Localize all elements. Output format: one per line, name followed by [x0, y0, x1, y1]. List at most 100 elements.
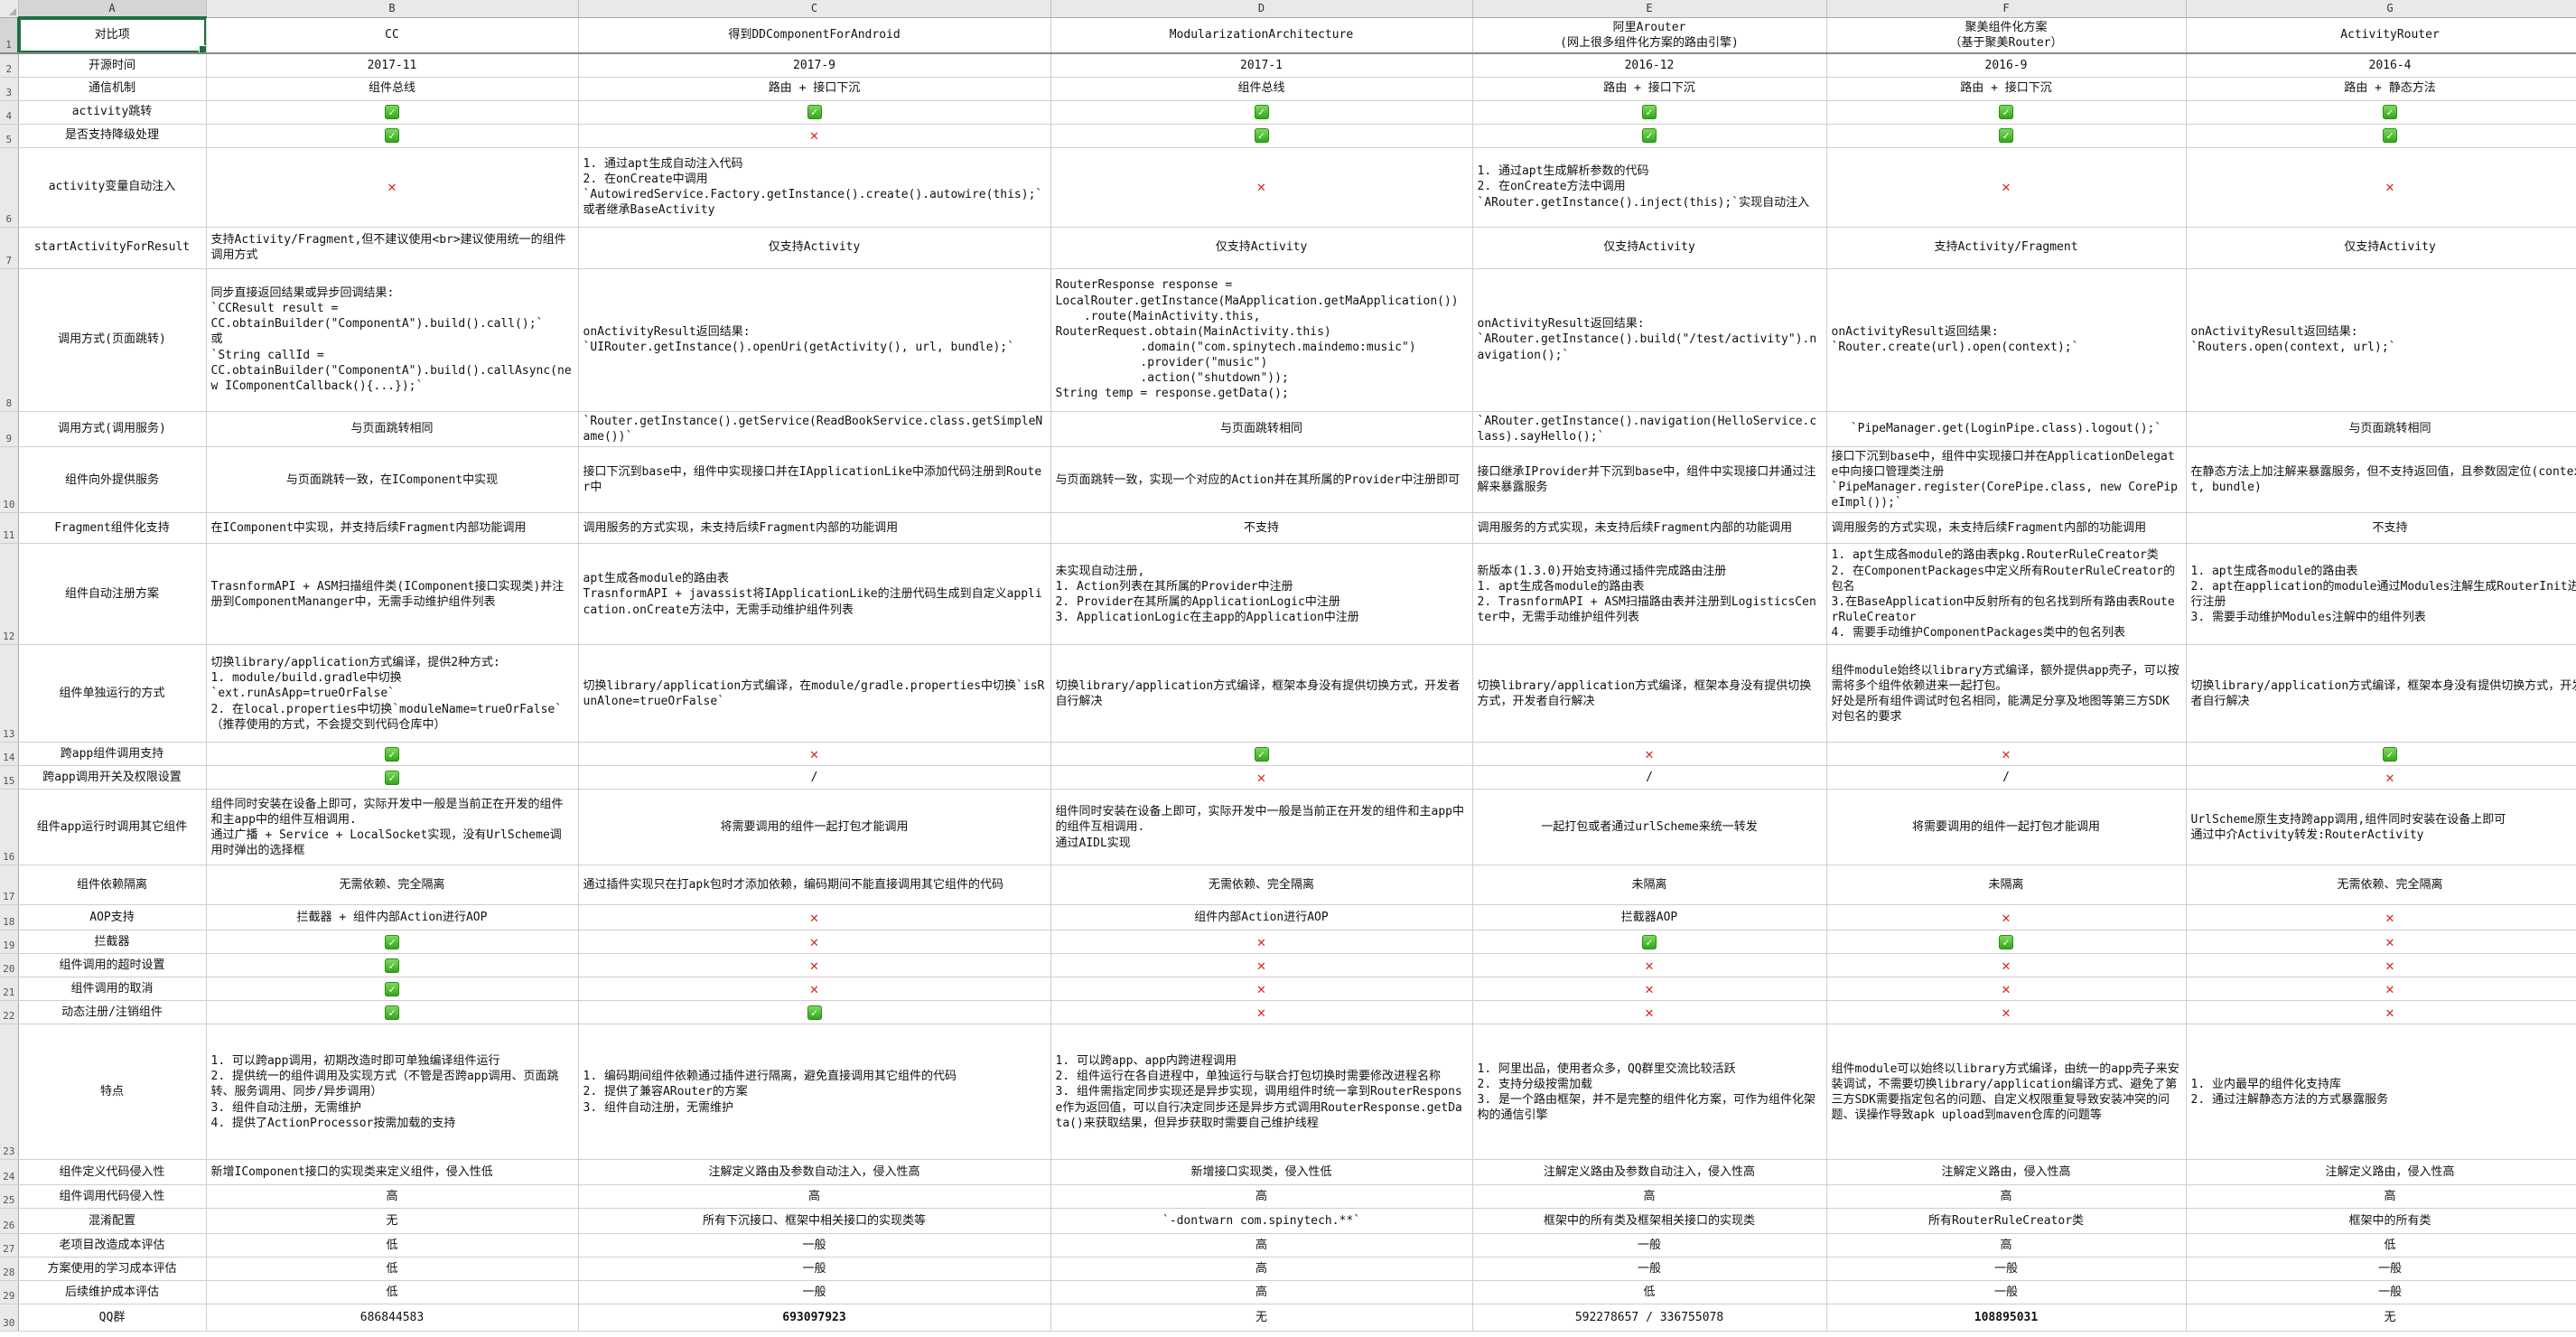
row-header-11[interactable]: 11 — [0, 512, 19, 545]
cell-B25[interactable]: 高 — [206, 1184, 579, 1210]
cell-A4[interactable]: activity跳转 — [18, 100, 207, 125]
cell-D4[interactable]: ✓ — [1050, 100, 1473, 125]
column-header-G[interactable]: G — [2186, 0, 2576, 18]
row-header-1[interactable]: 1 — [0, 17, 19, 54]
cell-F28[interactable]: 一般 — [1826, 1257, 2187, 1282]
cell-B12[interactable]: TrasnformAPI + ASM扫描组件类(IComponent接口实现类)… — [206, 543, 579, 646]
row-header-17[interactable]: 17 — [0, 865, 19, 906]
row-header-4[interactable]: 4 — [0, 100, 19, 125]
cell-A15[interactable]: 跨app调用开关及权限设置 — [18, 765, 207, 790]
cell-D5[interactable]: ✓ — [1050, 124, 1473, 148]
cell-F15[interactable]: / — [1826, 765, 2187, 790]
cell-B7[interactable]: 支持Activity/Fragment,但不建议使用<br>建议使用统一的组件调… — [206, 227, 579, 269]
row-header-18[interactable]: 18 — [0, 904, 19, 931]
cell-E16[interactable]: 一起打包或者通过urlScheme来统一转发 — [1472, 789, 1827, 866]
cell-C10[interactable]: 接口下沉到base中，组件中实现接口并在IApplicationLike中添加代… — [578, 446, 1051, 514]
cell-D9[interactable]: 与页面跳转相同 — [1050, 411, 1473, 447]
cell-A16[interactable]: 组件app运行时调用其它组件 — [18, 789, 207, 866]
cell-C7[interactable]: 仅支持Activity — [578, 227, 1051, 269]
cell-C9[interactable]: `Router.getInstance().getService(ReadBoo… — [578, 411, 1051, 447]
cell-D21[interactable]: ✕ — [1050, 977, 1473, 1002]
cell-A25[interactable]: 组件调用代码侵入性 — [18, 1184, 207, 1210]
cell-D14[interactable]: ✓ — [1050, 742, 1473, 767]
cell-G19[interactable]: ✕ — [2186, 930, 2576, 955]
cell-E25[interactable]: 高 — [1472, 1184, 1827, 1210]
row-header-19[interactable]: 19 — [0, 930, 19, 955]
cell-F4[interactable]: ✓ — [1826, 100, 2187, 125]
cell-C16[interactable]: 将需要调用的组件一起打包才能调用 — [578, 789, 1051, 866]
cell-G14[interactable]: ✓ — [2186, 742, 2576, 767]
row-header-22[interactable]: 22 — [0, 1000, 19, 1025]
cell-G26[interactable]: 框架中的所有类 — [2186, 1208, 2576, 1235]
cell-C14[interactable]: ✕ — [578, 742, 1051, 767]
cell-B14[interactable]: ✓ — [206, 742, 579, 767]
cell-A30[interactable]: QQ群 — [18, 1304, 207, 1332]
cell-B13[interactable]: 切换library/application方式编译，提供2种方式: 1. mod… — [206, 644, 579, 743]
cell-C11[interactable]: 调用服务的方式实现，未支持后续Fragment内部的功能调用 — [578, 512, 1051, 545]
cell-D25[interactable]: 高 — [1050, 1184, 1473, 1210]
cell-D17[interactable]: 无需依赖、完全隔离 — [1050, 865, 1473, 906]
cell-F20[interactable]: ✕ — [1826, 953, 2187, 978]
cell-C2[interactable]: 2017-9 — [578, 53, 1051, 78]
row-header-5[interactable]: 5 — [0, 124, 19, 148]
cell-D8[interactable]: RouterResponse response = LocalRouter.ge… — [1050, 268, 1473, 412]
cell-E13[interactable]: 切换library/application方式编译，框架本身没有提供切换方式，开… — [1472, 644, 1827, 743]
column-header-D[interactable]: D — [1050, 0, 1473, 18]
cell-B2[interactable]: 2017-11 — [206, 53, 579, 78]
row-header-13[interactable]: 13 — [0, 644, 19, 743]
cell-C6[interactable]: 1. 通过apt生成自动注入代码 2. 在onCreate中调用 `Autowi… — [578, 147, 1051, 228]
cell-F21[interactable]: ✕ — [1826, 977, 2187, 1002]
cell-B27[interactable]: 低 — [206, 1233, 579, 1258]
cell-D7[interactable]: 仅支持Activity — [1050, 227, 1473, 269]
cell-F29[interactable]: 一般 — [1826, 1280, 2187, 1305]
row-header-27[interactable]: 27 — [0, 1233, 19, 1258]
cell-B5[interactable]: ✓ — [206, 124, 579, 148]
cell-E26[interactable]: 框架中的所有类及框架相关接口的实现类 — [1472, 1208, 1827, 1235]
cell-E28[interactable]: 一般 — [1472, 1257, 1827, 1282]
cell-E4[interactable]: ✓ — [1472, 100, 1827, 125]
cell-E21[interactable]: ✕ — [1472, 977, 1827, 1002]
row-header-21[interactable]: 21 — [0, 977, 19, 1002]
cell-E20[interactable]: ✕ — [1472, 953, 1827, 978]
cell-F27[interactable]: 高 — [1826, 1233, 2187, 1258]
cell-B28[interactable]: 低 — [206, 1257, 579, 1282]
cell-C17[interactable]: 通过插件实现只在打apk包时才添加依赖，编码期间不能直接调用其它组件的代码 — [578, 865, 1051, 906]
cell-A6[interactable]: activity变量自动注入 — [18, 147, 207, 228]
cell-D10[interactable]: 与页面跳转一致，实现一个对应的Action并在其所属的Provider中注册即可 — [1050, 446, 1473, 514]
cell-B18[interactable]: 拦截器 + 组件内部Action进行AOP — [206, 904, 579, 931]
cell-F18[interactable]: ✕ — [1826, 904, 2187, 931]
cell-B29[interactable]: 低 — [206, 1280, 579, 1305]
cell-B9[interactable]: 与页面跳转相同 — [206, 411, 579, 447]
cell-E19[interactable]: ✓ — [1472, 930, 1827, 955]
cell-E6[interactable]: 1. 通过apt生成解析参数的代码 2. 在onCreate方法中调用 `ARo… — [1472, 147, 1827, 228]
cell-A26[interactable]: 混淆配置 — [18, 1208, 207, 1235]
cell-D2[interactable]: 2017-1 — [1050, 53, 1473, 78]
cell-C30[interactable]: 693097923 — [578, 1304, 1051, 1332]
cell-F8[interactable]: onActivityResult返回结果: `Router.create(url… — [1826, 268, 2187, 412]
cell-D20[interactable]: ✕ — [1050, 953, 1473, 978]
cell-A1[interactable]: 对比项 — [18, 17, 207, 54]
cell-F10[interactable]: 接口下沉到base中，组件中实现接口并在ApplicationDelegate中… — [1826, 446, 2187, 514]
cell-A7[interactable]: startActivityForResult — [18, 227, 207, 269]
cell-B1[interactable]: CC — [206, 17, 579, 54]
column-header-B[interactable]: B — [206, 0, 579, 18]
cell-C12[interactable]: apt生成各module的路由表 TrasnformAPI + javassis… — [578, 543, 1051, 646]
cell-G10[interactable]: 在静态方法上加注解来暴露服务，但不支持返回值，且参数固定位(context, b… — [2186, 446, 2576, 514]
cell-E17[interactable]: 未隔离 — [1472, 865, 1827, 906]
cell-B19[interactable]: ✓ — [206, 930, 579, 955]
cell-F7[interactable]: 支持Activity/Fragment — [1826, 227, 2187, 269]
cell-C8[interactable]: onActivityResult返回结果: `UIRouter.getInsta… — [578, 268, 1051, 412]
cell-C21[interactable]: ✕ — [578, 977, 1051, 1002]
cell-F3[interactable]: 路由 + 接口下沉 — [1826, 77, 2187, 101]
cell-D11[interactable]: 不支持 — [1050, 512, 1473, 545]
cell-F5[interactable]: ✓ — [1826, 124, 2187, 148]
cell-A11[interactable]: Fragment组件化支持 — [18, 512, 207, 545]
cell-C3[interactable]: 路由 + 接口下沉 — [578, 77, 1051, 101]
cell-G27[interactable]: 低 — [2186, 1233, 2576, 1258]
cell-C26[interactable]: 所有下沉接口、框架中相关接口的实现类等 — [578, 1208, 1051, 1235]
row-header-23[interactable]: 23 — [0, 1024, 19, 1161]
cell-E15[interactable]: / — [1472, 765, 1827, 790]
cell-C19[interactable]: ✕ — [578, 930, 1051, 955]
cell-F9[interactable]: `PipeManager.get(LoginPipe.class).logout… — [1826, 411, 2187, 447]
cell-B11[interactable]: 在IComponent中实现，并支持后续Fragment内部功能调用 — [206, 512, 579, 545]
